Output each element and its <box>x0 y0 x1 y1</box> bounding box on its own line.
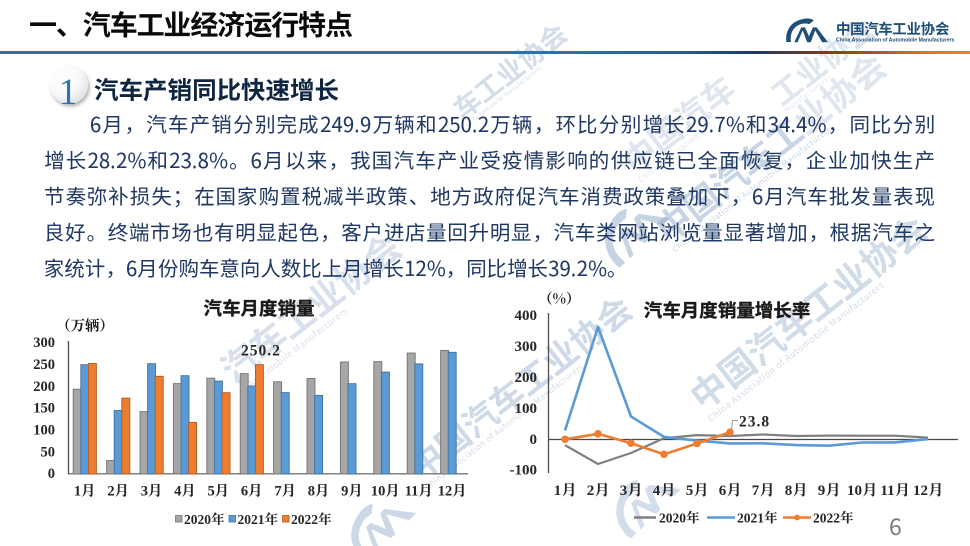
svg-text:7月: 7月 <box>752 482 775 499</box>
svg-text:7月: 7月 <box>274 483 296 499</box>
svg-text:50: 50 <box>41 444 56 460</box>
svg-text:-100: -100 <box>510 463 538 479</box>
svg-text:12月: 12月 <box>913 482 943 499</box>
svg-text:（万辆）: （万辆） <box>56 315 114 336</box>
svg-text:0: 0 <box>530 432 538 448</box>
svg-text:200: 200 <box>33 379 55 395</box>
svg-text:2022年: 2022年 <box>813 511 854 526</box>
svg-text:（%）: （%） <box>539 289 581 309</box>
svg-text:9月: 9月 <box>341 483 363 499</box>
svg-text:8月: 8月 <box>308 483 330 499</box>
svg-text:11月: 11月 <box>880 482 909 499</box>
svg-text:100: 100 <box>33 423 55 439</box>
svg-text:5月: 5月 <box>686 482 709 499</box>
svg-text:9月: 9月 <box>818 482 841 499</box>
svg-text:2021年: 2021年 <box>238 512 279 527</box>
svg-text:中国汽车工业协会: 中国汽车工业协会 <box>836 18 949 39</box>
svg-text:400: 400 <box>515 308 538 324</box>
svg-text:5月: 5月 <box>208 483 230 499</box>
svg-text:2020年: 2020年 <box>659 511 700 526</box>
svg-text:100: 100 <box>515 401 538 417</box>
svg-text:6月: 6月 <box>241 483 263 499</box>
svg-text:12月: 12月 <box>438 483 467 499</box>
svg-text:汽车月度销量增长率: 汽车月度销量增长率 <box>644 297 811 323</box>
svg-text:4月: 4月 <box>174 483 196 499</box>
svg-text:23.8: 23.8 <box>739 414 770 431</box>
svg-text:8月: 8月 <box>785 482 808 499</box>
svg-text:10月: 10月 <box>371 483 400 499</box>
svg-text:3月: 3月 <box>620 482 643 499</box>
svg-text:0: 0 <box>48 466 55 482</box>
svg-text:China Association of Automobil: China Association of Automobile Manufact… <box>836 38 954 44</box>
svg-text:2020年: 2020年 <box>184 512 225 527</box>
svg-text:2月: 2月 <box>587 482 610 499</box>
svg-text:1月: 1月 <box>554 482 577 499</box>
svg-text:6月: 6月 <box>719 482 742 499</box>
svg-text:2022年: 2022年 <box>291 512 332 527</box>
svg-text:200: 200 <box>515 370 538 386</box>
svg-text:1月: 1月 <box>74 483 96 499</box>
svg-text:11月: 11月 <box>405 483 433 499</box>
svg-text:300: 300 <box>33 335 55 351</box>
svg-text:2月: 2月 <box>107 483 129 499</box>
svg-text:300: 300 <box>515 339 538 355</box>
svg-text:2021年: 2021年 <box>737 511 778 526</box>
svg-text:3月: 3月 <box>141 483 163 499</box>
svg-text:250.2: 250.2 <box>241 343 281 360</box>
svg-text:150: 150 <box>33 401 55 417</box>
svg-text:10月: 10月 <box>847 482 877 499</box>
svg-text:汽车月度销量: 汽车月度销量 <box>203 295 314 321</box>
svg-text:4月: 4月 <box>653 482 676 499</box>
svg-text:250: 250 <box>33 357 55 373</box>
